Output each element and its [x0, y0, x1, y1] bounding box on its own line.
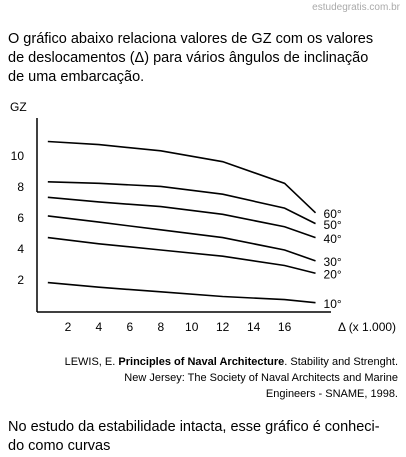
reference-author: LEWIS, E. — [64, 356, 116, 368]
y-axis-label: GZ — [10, 100, 27, 114]
y-tick-label: 2 — [17, 273, 24, 287]
x-tick-label: 16 — [278, 320, 292, 334]
curve-label: 10° — [324, 297, 342, 311]
curve-label: 20° — [324, 267, 342, 281]
footer-text: No estudo da estabilidade intacta, esse … — [8, 418, 380, 456]
footer-line: do como curvas — [8, 438, 111, 454]
curve-label: 40° — [324, 232, 342, 246]
curve — [47, 281, 316, 304]
question: O gráfico abaixo relaciona valores de GZ… — [8, 30, 373, 87]
reference-rest: . Stability and Strenght. — [284, 356, 398, 368]
curve-label: 30° — [324, 255, 342, 269]
reference-line: Engineers - SNAME, 1998. — [265, 388, 398, 400]
curve-label: 50° — [324, 218, 342, 232]
reference-line: LEWIS, E. Principles of Naval Architectu… — [65, 354, 398, 370]
reference: LEWIS, E. Principles of Naval Architectu… — [65, 354, 398, 402]
curve — [47, 215, 316, 262]
site-watermark: estudegratis.com.br — [312, 2, 400, 13]
reference-line: New Jersey: The Society of Naval Archite… — [124, 372, 398, 384]
footer-line: No estudo da estabilidade intacta, esse … — [8, 419, 380, 435]
x-axis-label: Δ (x 1.000) — [338, 320, 396, 334]
x-tick-label: 12 — [216, 320, 230, 334]
chart: GZ Δ (x 1.000) 2 4 6 8 10 2 4 6 8 10 12 14 16 10° 20°3… — [10, 100, 396, 334]
question-line: O gráfico abaixo relaciona valores de GZ… — [8, 31, 374, 47]
y-tick-label: 6 — [17, 211, 24, 225]
x-tick-label: 10 — [185, 320, 199, 334]
y-tick-label: 4 — [17, 242, 24, 256]
curve — [47, 196, 316, 239]
curve-label: 60° — [324, 207, 342, 221]
x-tick-label: 14 — [247, 320, 261, 334]
question-line: de deslocamentos (Δ) para vários ângulos… — [8, 50, 369, 66]
reference-title: Principles of Naval Architecture — [118, 356, 285, 368]
x-tick-label: 6 — [126, 320, 133, 334]
x-tick-label: 2 — [65, 320, 72, 334]
y-tick-label: 10 — [11, 149, 25, 163]
question-line: de uma embarcação. — [8, 69, 145, 85]
curve — [47, 236, 316, 275]
x-tick-label: 4 — [96, 320, 103, 334]
curve — [47, 181, 316, 225]
curve — [47, 140, 317, 214]
x-tick-label: 8 — [157, 320, 164, 334]
y-tick-label: 8 — [17, 180, 24, 194]
